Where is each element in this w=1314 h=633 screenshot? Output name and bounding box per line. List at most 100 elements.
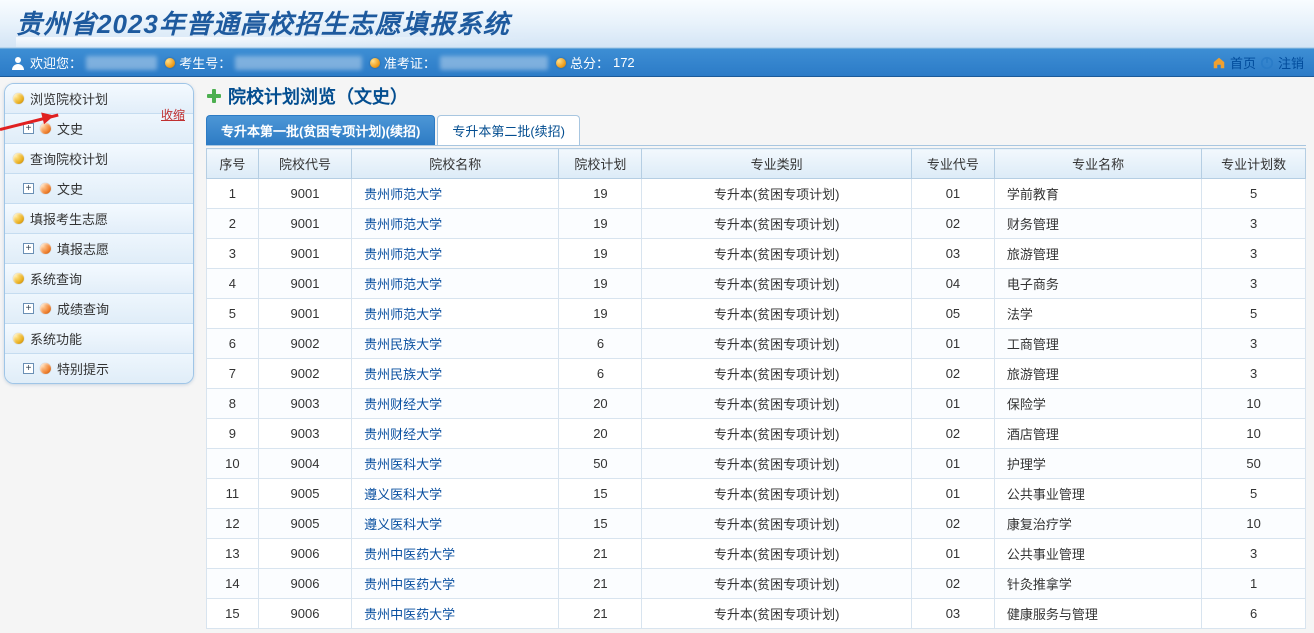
table-row: 69002贵州民族大学6专升本(贫困专项计划)01工商管理3	[207, 329, 1306, 359]
expand-icon[interactable]: +	[23, 183, 34, 194]
sidebar-group[interactable]: 系统查询	[5, 264, 193, 294]
table-cell[interactable]: 贵州师范大学	[352, 209, 559, 239]
table-cell: 10	[1202, 509, 1306, 539]
table-cell: 10	[1202, 389, 1306, 419]
table-cell[interactable]: 遵义医科大学	[352, 509, 559, 539]
table-cell: 1	[1202, 569, 1306, 599]
table-cell: 9002	[258, 359, 351, 389]
table-cell: 专升本(贫困专项计划)	[642, 569, 912, 599]
score-value: 172	[613, 55, 635, 70]
expand-icon[interactable]: +	[23, 303, 34, 314]
table-cell[interactable]: 贵州师范大学	[352, 269, 559, 299]
table-cell[interactable]: 贵州师范大学	[352, 239, 559, 269]
expand-icon[interactable]: +	[23, 363, 34, 374]
table-cell: 学前教育	[994, 179, 1201, 209]
table-cell: 酒店管理	[994, 419, 1201, 449]
logout-link[interactable]: 注销	[1278, 53, 1304, 72]
table-cell: 04	[911, 269, 994, 299]
table-cell[interactable]: 遵义医科大学	[352, 479, 559, 509]
table-cell: 9002	[258, 329, 351, 359]
table-cell: 9006	[258, 599, 351, 629]
dot-icon	[165, 58, 175, 68]
table-cell[interactable]: 贵州中医药大学	[352, 569, 559, 599]
table-cell: 保险学	[994, 389, 1201, 419]
expand-icon[interactable]: +	[23, 123, 34, 134]
column-header: 专业计划数	[1202, 149, 1306, 179]
table-cell: 工商管理	[994, 329, 1201, 359]
table-cell: 01	[911, 329, 994, 359]
table-cell: 9006	[258, 539, 351, 569]
sidebar: 收缩 浏览院校计划+文史查询院校计划+文史填报考生志愿+填报志愿系统查询+成绩查…	[0, 77, 198, 633]
table-cell: 专升本(贫困专项计划)	[642, 239, 912, 269]
sidebar-sub-item[interactable]: +填报志愿	[5, 234, 193, 264]
table-cell: 3	[1202, 539, 1306, 569]
table-cell[interactable]: 贵州中医药大学	[352, 539, 559, 569]
table-cell: 4	[207, 269, 259, 299]
table-cell: 9003	[258, 389, 351, 419]
bullet-icon	[13, 213, 24, 224]
table-cell: 9001	[258, 209, 351, 239]
sidebar-group[interactable]: 系统功能	[5, 324, 193, 354]
table-cell: 专升本(贫困专项计划)	[642, 179, 912, 209]
tabs: 专升本第一批(贫困专项计划)(续招)专升本第二批(续招)	[206, 115, 1306, 146]
sidebar-group[interactable]: 查询院校计划	[5, 144, 193, 174]
table-cell: 19	[559, 239, 642, 269]
table-cell: 5	[1202, 179, 1306, 209]
sidebar-sub-label: 文史	[57, 119, 83, 138]
admit-id: ██████████	[440, 56, 548, 70]
welcome-label: 欢迎您：	[30, 53, 82, 72]
home-link[interactable]: 首页	[1230, 53, 1256, 72]
table-cell: 20	[559, 419, 642, 449]
table-cell: 9005	[258, 479, 351, 509]
sidebar-panel: 收缩 浏览院校计划+文史查询院校计划+文史填报考生志愿+填报志愿系统查询+成绩查…	[4, 83, 194, 384]
tab[interactable]: 专升本第二批(续招)	[437, 115, 580, 145]
plus-icon	[206, 88, 222, 104]
table-cell: 专升本(贫困专项计划)	[642, 299, 912, 329]
info-bar: 欢迎您： ██████ 考生号： ████████████ 准考证： █████…	[0, 48, 1314, 77]
table-cell[interactable]: 贵州民族大学	[352, 359, 559, 389]
sidebar-group-label: 填报考生志愿	[30, 209, 108, 228]
sidebar-sub-item[interactable]: +文史	[5, 174, 193, 204]
content: 院校计划浏览（文史） 专升本第一批(贫困专项计划)(续招)专升本第二批(续招) …	[198, 77, 1314, 633]
tab[interactable]: 专升本第一批(贫困专项计划)(续招)	[206, 115, 435, 145]
collapse-link[interactable]: 收缩	[161, 106, 185, 123]
table-row: 49001贵州师范大学19专升本(贫困专项计划)04电子商务3	[207, 269, 1306, 299]
table-row: 29001贵州师范大学19专升本(贫困专项计划)02财务管理3	[207, 209, 1306, 239]
table-cell: 9004	[258, 449, 351, 479]
header: 贵州省2023年普通高校招生志愿填报系统	[0, 0, 1314, 48]
table-cell[interactable]: 贵州中医药大学	[352, 599, 559, 629]
table-row: 39001贵州师范大学19专升本(贫困专项计划)03旅游管理3	[207, 239, 1306, 269]
table-cell: 专升本(贫困专项计划)	[642, 329, 912, 359]
logout-icon	[1260, 56, 1274, 70]
table-cell: 01	[911, 449, 994, 479]
table-cell: 15	[559, 509, 642, 539]
sidebar-sub-item[interactable]: +成绩查询	[5, 294, 193, 324]
table-cell: 法学	[994, 299, 1201, 329]
table-cell: 专升本(贫困专项计划)	[642, 269, 912, 299]
table-cell[interactable]: 贵州医科大学	[352, 449, 559, 479]
table-header-row: 序号院校代号院校名称院校计划专业类别专业代号专业名称专业计划数	[207, 149, 1306, 179]
table-cell: 针灸推拿学	[994, 569, 1201, 599]
dot-icon	[370, 58, 380, 68]
table-cell: 3	[1202, 239, 1306, 269]
bullet-icon	[13, 93, 24, 104]
column-header: 专业名称	[994, 149, 1201, 179]
user-icon	[10, 55, 26, 71]
table-cell[interactable]: 贵州财经大学	[352, 419, 559, 449]
sidebar-sub-item[interactable]: +特别提示	[5, 354, 193, 383]
table-cell: 02	[911, 569, 994, 599]
sidebar-group[interactable]: 填报考生志愿	[5, 204, 193, 234]
table-cell[interactable]: 贵州师范大学	[352, 299, 559, 329]
table-cell[interactable]: 贵州民族大学	[352, 329, 559, 359]
table-cell: 2	[207, 209, 259, 239]
column-header: 院校代号	[258, 149, 351, 179]
table-cell: 专升本(贫困专项计划)	[642, 209, 912, 239]
expand-icon[interactable]: +	[23, 243, 34, 254]
bullet-icon	[40, 363, 51, 374]
home-icon	[1212, 56, 1226, 70]
sidebar-group-label: 系统查询	[30, 269, 82, 288]
table-cell[interactable]: 贵州财经大学	[352, 389, 559, 419]
score-label: 总分：	[570, 53, 609, 72]
table-cell: 11	[207, 479, 259, 509]
table-cell[interactable]: 贵州师范大学	[352, 179, 559, 209]
